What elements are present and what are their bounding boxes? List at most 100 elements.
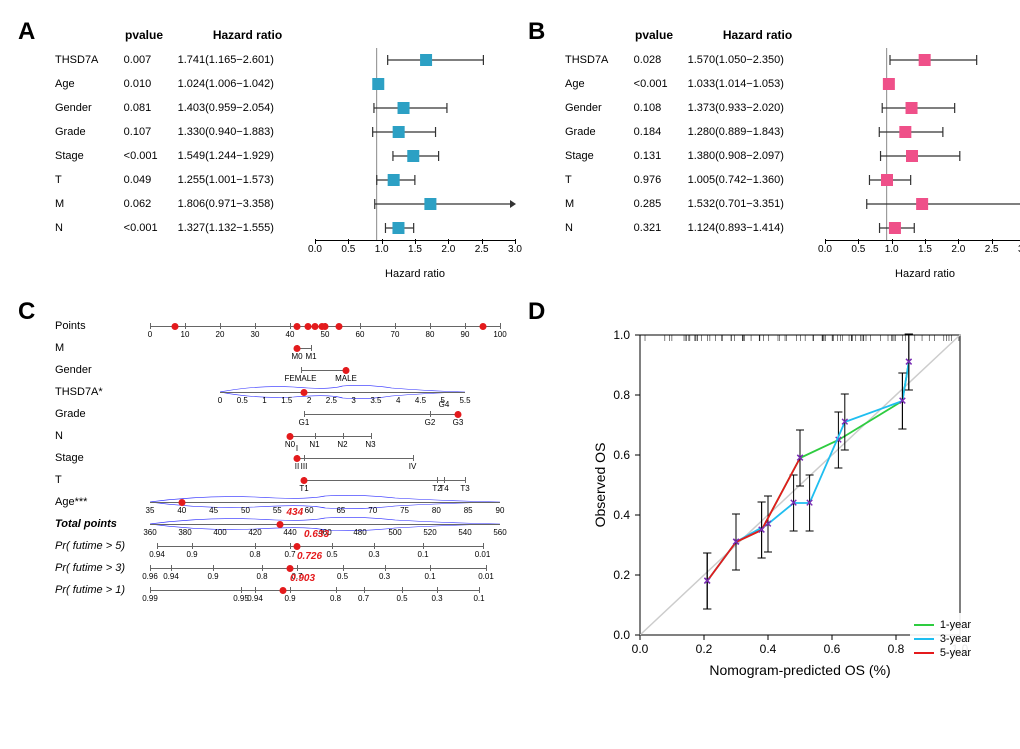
nomogram-marker-dot — [455, 411, 462, 418]
forest-pvalue: 0.131 — [634, 150, 688, 162]
svg-text:0.0: 0.0 — [632, 642, 649, 656]
forest-pvalue: 0.010 — [124, 78, 178, 90]
forest-hr-text: 1.806(0.971−3.358) — [178, 198, 310, 210]
forest-var: Gender — [55, 102, 124, 114]
nomogram-marker-dot — [178, 499, 185, 506]
svg-text:0.2: 0.2 — [696, 642, 713, 656]
forest-row: T 0.049 1.255(1.001−1.573) — [55, 168, 510, 192]
forest-row: T 0.976 1.005(0.742−1.360) — [565, 168, 1020, 192]
nomogram-row-label: Grade — [55, 408, 150, 420]
nomogram-marker-dot — [287, 565, 294, 572]
svg-text:Nomogram-predicted OS (%): Nomogram-predicted OS (%) — [709, 662, 890, 678]
panel-b: B pvalue Hazard ratio THSD7A 0.028 1.570… — [520, 10, 1020, 290]
forest-row: Grade 0.107 1.330(0.940−1.883) — [55, 120, 510, 144]
forest-a-axis: 0.0 0.5 1.0 1.5 2.0 2.5 3.0 Hazard ratio — [315, 240, 515, 280]
forest-pvalue: 0.107 — [124, 126, 178, 138]
forest-var: T — [55, 174, 124, 186]
nomogram-row: M M0 M1 — [55, 337, 510, 359]
forest-marker-area — [310, 144, 510, 168]
svg-text:1.0: 1.0 — [613, 328, 630, 342]
forest-pvalue: <0.001 — [634, 78, 688, 90]
nomogram-track: 0.96 0.94 0.9 0.8 0.7 0.5 0.3 0.1 0.010.… — [150, 557, 500, 579]
forest-marker-area — [820, 72, 1020, 96]
nomogram-row-label: N — [55, 430, 150, 442]
forest-hr-text: 1.570(1.050−2.350) — [688, 54, 820, 66]
panel-b-label: B — [528, 18, 545, 46]
forest-hr-text: 1.124(0.893−1.414) — [688, 222, 820, 234]
nomogram-marker-dot — [301, 477, 308, 484]
legend-item: 3-year — [914, 633, 971, 645]
nomogram-red-value: 0.903 — [290, 573, 315, 584]
forest-pvalue: 0.081 — [124, 102, 178, 114]
forest-pvalue: <0.001 — [124, 222, 178, 234]
forest-var: THSD7A — [55, 54, 124, 66]
nomogram-marker-dot — [280, 587, 287, 594]
forest-marker-area — [820, 120, 1020, 144]
forest-marker-area — [820, 192, 1020, 216]
svg-text:0.6: 0.6 — [824, 642, 841, 656]
forest-hr-text: 1.255(1.001−1.573) — [178, 174, 310, 186]
nomogram-row: Age*** 354045505560657075808590 — [55, 491, 510, 513]
forest-marker-area — [310, 192, 510, 216]
forest-hr-text: 1.549(1.244−1.929) — [178, 150, 310, 162]
forest-marker-area — [310, 120, 510, 144]
nomogram-row: Points 0 10 20 30 40 50 60 70 — [55, 315, 510, 337]
svg-text:×: × — [899, 393, 907, 408]
legend-label: 1-year — [940, 619, 971, 631]
nomogram-track: 354045505560657075808590 — [150, 491, 500, 513]
forest-var: N — [565, 222, 634, 234]
nomogram-track: 0.94 0.9 0.8 0.7 0.5 0.3 0.1 0.010.633 — [150, 535, 500, 557]
forest-row: N <0.001 1.327(1.132−1.555) — [55, 216, 510, 240]
svg-text:×: × — [758, 522, 766, 537]
forest-pvalue: 0.285 — [634, 198, 688, 210]
svg-text:0.2: 0.2 — [613, 568, 630, 582]
forest-hr-text: 1.741(1.165−2.601) — [178, 54, 310, 66]
forest-pvalue: 0.028 — [634, 54, 688, 66]
svg-text:0.4: 0.4 — [613, 508, 630, 522]
forest-marker-area — [820, 96, 1020, 120]
forest-b: pvalue Hazard ratio THSD7A 0.028 1.570(1… — [565, 28, 1020, 280]
legend-label: 3-year — [940, 633, 971, 645]
svg-text:Observed OS: Observed OS — [592, 443, 608, 528]
nomogram-row-label: Pr( futime > 5) — [55, 540, 150, 552]
forest-row: THSD7A 0.028 1.570(1.050−2.350) — [565, 48, 1020, 72]
forest-row: Stage <0.001 1.549(1.244−1.929) — [55, 144, 510, 168]
forest-hr-text: 1.327(1.132−1.555) — [178, 222, 310, 234]
calibration-plot: 0.00.20.40.60.81.00.00.20.40.60.81.0Nomo… — [590, 315, 990, 695]
forest-marker-area — [310, 96, 510, 120]
nomogram-row-label: Gender — [55, 364, 150, 376]
nomogram-row: Pr( futime > 5) 0.94 0.9 0.8 0.7 0.5 0.3… — [55, 535, 510, 557]
forest-row: THSD7A 0.007 1.741(1.165−2.601) — [55, 48, 510, 72]
nomogram-track: II III IVI — [150, 447, 500, 469]
svg-text:0.4: 0.4 — [760, 642, 777, 656]
forest-hr-text: 1.005(0.742−1.360) — [688, 174, 820, 186]
svg-text:×: × — [841, 414, 849, 429]
forest-pvalue: 0.007 — [124, 54, 178, 66]
forest-row: N 0.321 1.124(0.893−1.414) — [565, 216, 1020, 240]
svg-text:0.0: 0.0 — [613, 628, 630, 642]
forest-pvalue: 0.108 — [634, 102, 688, 114]
nomogram-red-value: 0.726 — [297, 551, 322, 562]
nomogram-marker-dot — [343, 367, 350, 374]
nomogram-row-label: M — [55, 342, 150, 354]
nomogram-red-value: 0.633 — [304, 529, 329, 540]
forest-pvalue: 0.321 — [634, 222, 688, 234]
forest-marker-area — [310, 216, 510, 240]
nomogram-track: FEMALE MALE — [150, 359, 500, 381]
nomogram-row-label: Points — [55, 320, 150, 332]
forest-marker-area — [820, 144, 1020, 168]
forest-var: Grade — [565, 126, 634, 138]
svg-text:×: × — [790, 495, 798, 510]
forest-hr-text: 1.033(1.014−1.053) — [688, 78, 820, 90]
forest-a: pvalue Hazard ratio THSD7A 0.007 1.741(1… — [55, 28, 510, 280]
nomogram-row: Pr( futime > 1) 0.99 0.95 0.94 0.9 0.8 0… — [55, 579, 510, 601]
nomogram-marker-dot — [336, 323, 343, 330]
nomogram-row: Total points 360380400420440460480500520… — [55, 513, 510, 535]
nomogram-row: T T1 T2 T3 T4 — [55, 469, 510, 491]
forest-var: N — [55, 222, 124, 234]
nomogram-marker-dot — [311, 323, 318, 330]
col-pvalue-header: pvalue — [125, 28, 180, 42]
nomogram-marker-dot — [276, 521, 283, 528]
panel-a-label: A — [18, 18, 35, 46]
svg-text:×: × — [732, 534, 740, 549]
